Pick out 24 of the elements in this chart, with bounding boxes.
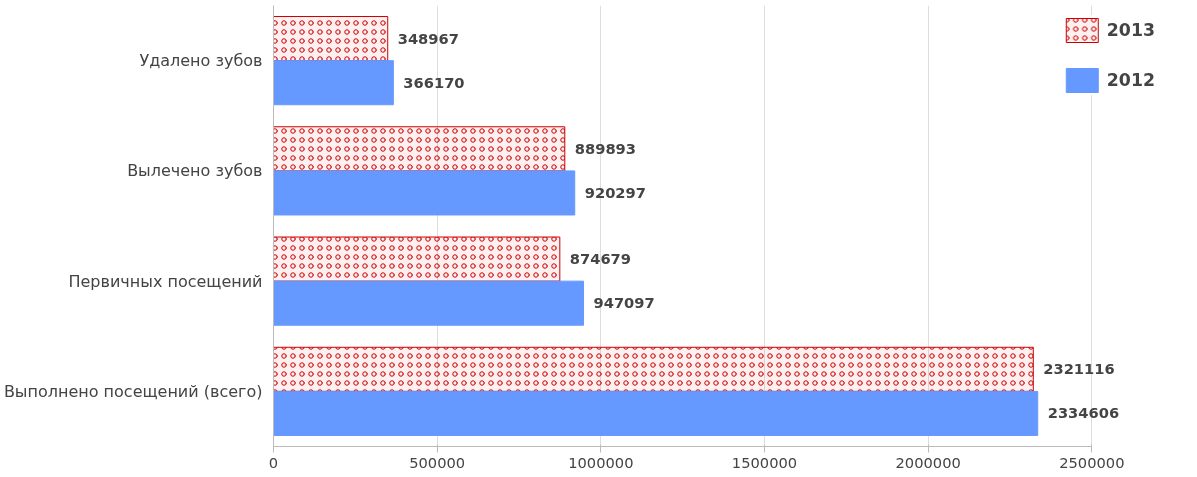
y-tick-label: Первичных посещений bbox=[68, 271, 263, 291]
x-tick-label: 1000000 bbox=[568, 453, 634, 471]
x-tick-label: 0 bbox=[268, 453, 279, 471]
y-tick-label: Удалено зубов bbox=[139, 51, 263, 71]
x-tick-label: 2500000 bbox=[1059, 453, 1125, 471]
legend-label: 2013 bbox=[1106, 20, 1155, 40]
bar bbox=[273, 280, 585, 326]
data-label: 874679 bbox=[569, 250, 631, 268]
data-label: 2321116 bbox=[1043, 360, 1115, 378]
y-tick-label: Вылечено зубов bbox=[127, 161, 263, 181]
y-tick-label: Выполнено посещений (всего) bbox=[3, 381, 263, 401]
data-label: 947097 bbox=[593, 294, 655, 312]
bar bbox=[273, 60, 394, 106]
x-tick-label: 1500000 bbox=[731, 453, 798, 471]
data-label: 2334606 bbox=[1047, 404, 1120, 422]
data-label: 348967 bbox=[397, 29, 459, 47]
bar bbox=[273, 170, 576, 216]
bar bbox=[273, 390, 1039, 436]
legend-label: 2012 bbox=[1106, 70, 1155, 90]
data-label: 366170 bbox=[403, 73, 465, 91]
data-label: 889893 bbox=[574, 139, 636, 157]
x-tick-label: 500000 bbox=[409, 453, 466, 471]
x-tick-label: 2000000 bbox=[895, 453, 961, 471]
data-label: 920297 bbox=[584, 183, 646, 201]
